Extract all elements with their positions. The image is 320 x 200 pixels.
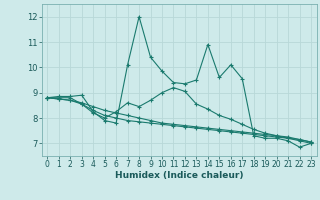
- X-axis label: Humidex (Indice chaleur): Humidex (Indice chaleur): [115, 171, 244, 180]
